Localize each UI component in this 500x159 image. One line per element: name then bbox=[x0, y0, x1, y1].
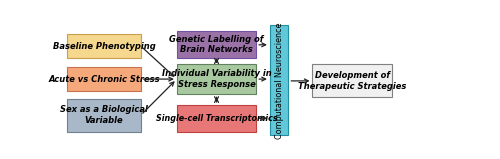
FancyBboxPatch shape bbox=[177, 64, 256, 94]
FancyBboxPatch shape bbox=[67, 67, 141, 91]
FancyBboxPatch shape bbox=[177, 31, 256, 58]
Text: Individual Variability in
Stress Response: Individual Variability in Stress Respons… bbox=[162, 69, 272, 89]
FancyArrowPatch shape bbox=[214, 60, 218, 64]
FancyArrowPatch shape bbox=[259, 77, 266, 81]
FancyArrowPatch shape bbox=[143, 48, 174, 76]
FancyArrowPatch shape bbox=[214, 99, 218, 102]
FancyBboxPatch shape bbox=[67, 34, 141, 58]
Text: Acute vs Chronic Stress: Acute vs Chronic Stress bbox=[48, 75, 160, 84]
Text: Development of
Therapeutic Strategies: Development of Therapeutic Strategies bbox=[298, 71, 406, 91]
Text: Genetic Labelling of
Brain Networks: Genetic Labelling of Brain Networks bbox=[170, 35, 264, 55]
FancyArrowPatch shape bbox=[144, 77, 172, 81]
Text: Computational Neuroscience: Computational Neuroscience bbox=[274, 22, 283, 138]
FancyArrowPatch shape bbox=[214, 97, 218, 101]
FancyArrowPatch shape bbox=[214, 59, 218, 62]
FancyArrowPatch shape bbox=[142, 82, 174, 113]
FancyArrowPatch shape bbox=[259, 116, 266, 120]
FancyBboxPatch shape bbox=[67, 99, 141, 132]
Text: Baseline Phenotyping: Baseline Phenotyping bbox=[52, 41, 156, 51]
FancyBboxPatch shape bbox=[270, 25, 288, 135]
Text: Sex as a Biological
Variable: Sex as a Biological Variable bbox=[60, 105, 148, 125]
FancyArrowPatch shape bbox=[259, 43, 266, 47]
FancyArrowPatch shape bbox=[291, 79, 308, 83]
FancyBboxPatch shape bbox=[177, 105, 256, 132]
Text: Single-cell Transcriptomics: Single-cell Transcriptomics bbox=[156, 114, 278, 123]
FancyBboxPatch shape bbox=[312, 64, 392, 97]
